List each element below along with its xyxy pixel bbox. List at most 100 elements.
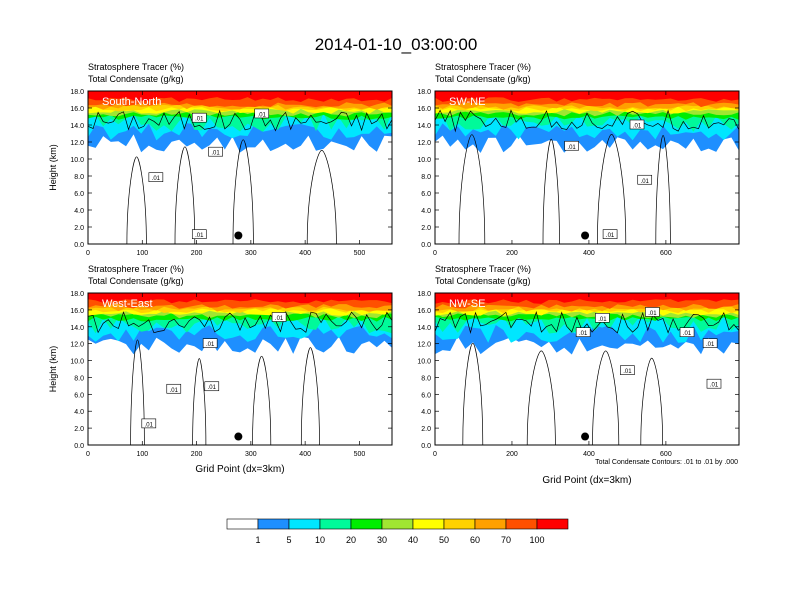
location-marker <box>234 231 243 240</box>
condensate-contour <box>640 357 664 446</box>
panel-label: South-North <box>102 96 161 108</box>
x-tick-label: 0 <box>86 250 90 257</box>
condensate-contour <box>458 134 486 245</box>
x-tick-label: 500 <box>354 451 366 458</box>
x-tick-label: 300 <box>245 250 257 257</box>
colorbar-label: 60 <box>470 535 480 545</box>
condensate-contour <box>542 138 560 245</box>
panel-label: NW-SE <box>449 298 485 310</box>
tracer-band <box>88 91 392 102</box>
contour-label: .01 <box>641 179 650 185</box>
x-tick-label: 200 <box>191 451 203 458</box>
colorbar-swatch <box>536 518 569 530</box>
contour-label: .01 <box>623 369 632 375</box>
x-tick-label: 0 <box>433 451 437 458</box>
colorbar-label: 70 <box>501 535 511 545</box>
location-marker <box>234 432 243 441</box>
colorbar: 1 5 10 20 30 40 50 60 70 100 <box>226 518 569 545</box>
colorbar-label: 40 <box>408 535 418 545</box>
x-tick-label: 200 <box>191 250 203 257</box>
condensate-contour <box>300 347 320 446</box>
contour-label: .01 <box>606 233 615 239</box>
x-tick-label: 400 <box>583 451 595 458</box>
colorbar-swatch <box>350 518 383 530</box>
condensate-contour <box>87 109 393 132</box>
colorbar-label: 20 <box>346 535 356 545</box>
contour-label-box <box>564 140 579 151</box>
y-tick-label: 2.0 <box>74 426 84 433</box>
y-tick-label: 10.0 <box>70 157 84 164</box>
y-tick-label: 16.0 <box>70 106 84 113</box>
contour-label-box <box>702 338 718 348</box>
colorbar-label: 50 <box>439 535 449 545</box>
contour-note: Total Condensate Contours: .01 to .01 by… <box>595 459 738 466</box>
condensate-contour <box>126 156 147 245</box>
tracer-band <box>88 293 392 304</box>
panel-header-condensate: Total Condensate (g/kg) <box>435 74 531 84</box>
contour-label: .01 <box>195 233 204 239</box>
x-tick-label: 100 <box>136 250 148 257</box>
contour-label-box <box>629 119 645 130</box>
contour-label-box <box>595 313 610 323</box>
contour-label-box <box>204 381 220 392</box>
contour-label-box <box>602 229 618 239</box>
colorbar-swatch <box>257 518 290 530</box>
contour-label: .01 <box>275 316 284 322</box>
panel-header-condensate: Total Condensate (g/kg) <box>88 74 184 84</box>
y-tick-label: 16.0 <box>70 308 84 315</box>
condensate-contour <box>434 311 740 334</box>
contour-label: .01 <box>710 383 719 389</box>
x-tick-label: 300 <box>245 451 257 458</box>
y-tick-label: 6.0 <box>74 191 84 198</box>
y-tick-label: 10.0 <box>70 359 84 366</box>
y-tick-label: 12.0 <box>417 342 431 349</box>
condensate-contour <box>655 135 671 245</box>
contour-label-box <box>202 338 218 348</box>
y-tick-label: 16.0 <box>417 106 431 113</box>
colorbar-swatch <box>381 518 414 530</box>
tracer-band <box>435 91 739 102</box>
colorbar-swatch <box>443 518 476 530</box>
panel-header-tracer: Stratosphere Tracer (%) <box>88 62 184 72</box>
y-tick-label: 18.0 <box>417 89 431 96</box>
x-tick-label: 500 <box>354 250 366 257</box>
contour-label-box <box>637 174 653 185</box>
condensate-contour <box>174 146 196 245</box>
contour-label-box <box>575 327 591 337</box>
contour-label: .01 <box>648 311 657 317</box>
contour-label: .01 <box>567 145 576 151</box>
colorbar-label: 5 <box>286 535 291 545</box>
panel-header-tracer: Stratosphere Tracer (%) <box>435 264 531 274</box>
plot-frame <box>434 90 740 245</box>
y-tick-label: 6.0 <box>421 191 431 198</box>
tracer-band <box>435 293 739 304</box>
y-tick-label: 18.0 <box>70 89 84 96</box>
figure-title: 2014-01-10_03:00:00 <box>315 35 478 54</box>
y-tick-label: 14.0 <box>417 325 431 332</box>
y-tick-label: 12.0 <box>70 140 84 147</box>
x-tick-label: 200 <box>506 451 518 458</box>
condensate-contour <box>597 134 627 245</box>
y-axis-label: Height (km) <box>48 144 58 191</box>
location-marker <box>581 432 590 441</box>
contour-label-box <box>620 365 635 375</box>
condensate-contour <box>462 342 484 446</box>
contour-label-box <box>208 146 223 157</box>
panel-label: West-East <box>102 298 153 310</box>
x-tick-label: 100 <box>136 451 148 458</box>
contour-label: .01 <box>208 385 217 391</box>
y-tick-label: 0.0 <box>74 242 84 249</box>
colorbar-label: 30 <box>377 535 387 545</box>
contour-label: .01 <box>145 422 154 428</box>
y-tick-label: 14.0 <box>417 123 431 130</box>
contour-label-box <box>166 383 182 394</box>
contour-label: .01 <box>170 388 179 394</box>
y-tick-label: 16.0 <box>417 308 431 315</box>
y-tick-label: 4.0 <box>74 208 84 215</box>
contour-label: .01 <box>598 317 607 323</box>
condensate-contour <box>232 139 254 245</box>
y-tick-label: 0.0 <box>421 242 431 249</box>
panel-header-tracer: Stratosphere Tracer (%) <box>435 62 531 72</box>
y-tick-label: 0.0 <box>74 443 84 450</box>
